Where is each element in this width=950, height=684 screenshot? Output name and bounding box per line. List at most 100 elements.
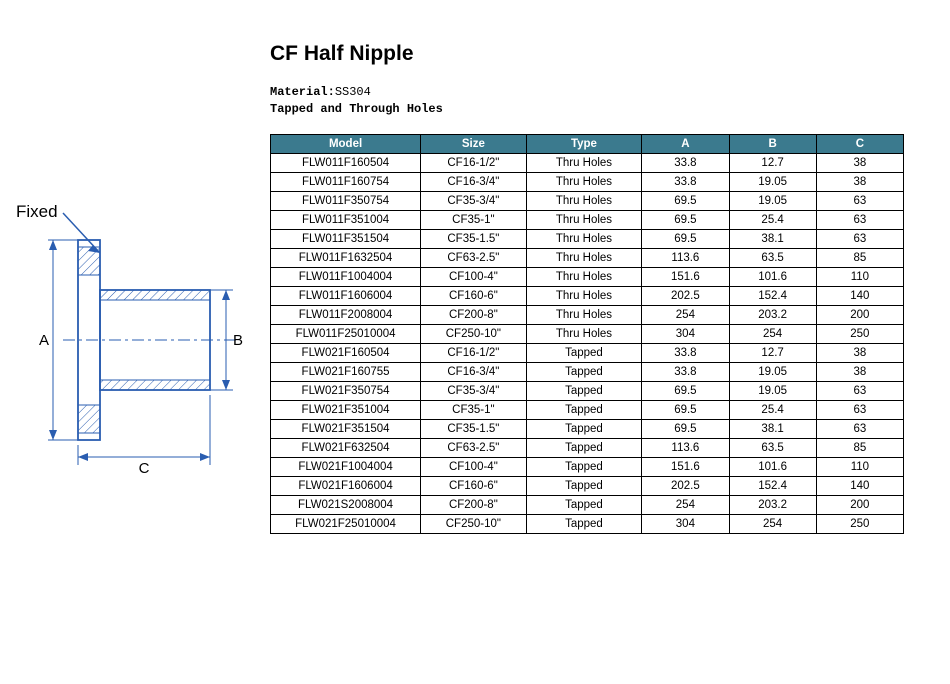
table-cell: Thru Holes — [526, 229, 642, 248]
table-cell: 110 — [816, 267, 903, 286]
dim-a-label: A — [39, 332, 49, 349]
table-cell: CF100-4" — [421, 267, 527, 286]
table-cell: CF63-2.5" — [421, 248, 527, 267]
table-cell: Thru Holes — [526, 191, 642, 210]
table-cell: Thru Holes — [526, 153, 642, 172]
table-row: FLW011F2008004CF200-8"Thru Holes254203.2… — [271, 305, 904, 324]
table-cell: 63 — [816, 400, 903, 419]
table-cell: Thru Holes — [526, 248, 642, 267]
table-cell: FLW021F351504 — [271, 419, 421, 438]
table-row: FLW011F1004004CF100-4"Thru Holes151.6101… — [271, 267, 904, 286]
table-cell: FLW021F160755 — [271, 362, 421, 381]
table-cell: 254 — [729, 514, 816, 533]
table-cell: 33.8 — [642, 153, 729, 172]
table-row: FLW021F160504CF16-1/2"Tapped33.812.738 — [271, 343, 904, 362]
table-cell: Tapped — [526, 438, 642, 457]
table-cell: FLW011F160754 — [271, 172, 421, 191]
table-row: FLW021F350754CF35-3/4"Tapped69.519.0563 — [271, 381, 904, 400]
col-header-b: B — [729, 134, 816, 153]
table-cell: 63 — [816, 419, 903, 438]
table-cell: 69.5 — [642, 191, 729, 210]
table-cell: 203.2 — [729, 305, 816, 324]
dim-b-label: B — [233, 332, 243, 349]
table-row: FLW021F1004004CF100-4"Tapped151.6101.611… — [271, 457, 904, 476]
table-cell: 202.5 — [642, 286, 729, 305]
table-cell: FLW011F1004004 — [271, 267, 421, 286]
page-title: CF Half Nipple — [270, 42, 910, 66]
col-header-a: A — [642, 134, 729, 153]
table-cell: 200 — [816, 305, 903, 324]
table-cell: Thru Holes — [526, 324, 642, 343]
table-row: FLW021F351004CF35-1"Tapped69.525.463 — [271, 400, 904, 419]
table-cell: 140 — [816, 286, 903, 305]
table-row: FLW011F25010004CF250-10"Thru Holes304254… — [271, 324, 904, 343]
table-row: FLW021F351504CF35-1.5"Tapped69.538.163 — [271, 419, 904, 438]
subtitle-line: Tapped and Through Holes — [270, 101, 910, 118]
table-cell: FLW011F1606004 — [271, 286, 421, 305]
table-cell: 152.4 — [729, 286, 816, 305]
table-row: FLW021F632504CF63-2.5"Tapped113.663.585 — [271, 438, 904, 457]
table-cell: 63 — [816, 210, 903, 229]
table-cell: 113.6 — [642, 438, 729, 457]
table-cell: 151.6 — [642, 457, 729, 476]
table-cell: 85 — [816, 248, 903, 267]
table-row: FLW021F160755CF16-3/4"Tapped33.819.0538 — [271, 362, 904, 381]
table-cell: Thru Holes — [526, 286, 642, 305]
table-cell: 33.8 — [642, 362, 729, 381]
table-cell: 110 — [816, 457, 903, 476]
table-cell: Thru Holes — [526, 305, 642, 324]
table-cell: 38 — [816, 362, 903, 381]
table-cell: FLW011F2008004 — [271, 305, 421, 324]
table-cell: 250 — [816, 514, 903, 533]
material-line: Material:SS304 — [270, 84, 910, 101]
table-cell: 203.2 — [729, 495, 816, 514]
table-cell: 12.7 — [729, 343, 816, 362]
table-cell: FLW011F1632504 — [271, 248, 421, 267]
table-cell: CF250-10" — [421, 324, 527, 343]
table-header-row: Model Size Type A B C — [271, 134, 904, 153]
table-cell: 254 — [642, 305, 729, 324]
fixed-label: Fixed — [16, 202, 58, 221]
table-cell: 12.7 — [729, 153, 816, 172]
table-cell: 69.5 — [642, 381, 729, 400]
table-cell: FLW021F1606004 — [271, 476, 421, 495]
table-cell: CF160-6" — [421, 476, 527, 495]
table-cell: CF160-6" — [421, 286, 527, 305]
table-cell: CF16-1/2" — [421, 343, 527, 362]
table-cell: FLW021F632504 — [271, 438, 421, 457]
table-cell: 25.4 — [729, 400, 816, 419]
table-cell: 38.1 — [729, 229, 816, 248]
table-row: FLW011F1632504CF63-2.5"Thru Holes113.663… — [271, 248, 904, 267]
table-cell: 38 — [816, 153, 903, 172]
table-cell: CF35-3/4" — [421, 191, 527, 210]
table-cell: Tapped — [526, 343, 642, 362]
table-cell: 63 — [816, 229, 903, 248]
table-cell: CF63-2.5" — [421, 438, 527, 457]
table-row: FLW021F1606004CF160-6"Tapped202.5152.414… — [271, 476, 904, 495]
table-row: FLW011F1606004CF160-6"Thru Holes202.5152… — [271, 286, 904, 305]
table-cell: FLW021F160504 — [271, 343, 421, 362]
part-diagram: Fixed A B C — [8, 195, 258, 475]
table-cell: 250 — [816, 324, 903, 343]
table-cell: FLW011F160504 — [271, 153, 421, 172]
table-cell: CF35-1" — [421, 400, 527, 419]
dim-c-label: C — [139, 460, 150, 475]
table-cell: 19.05 — [729, 191, 816, 210]
table-cell: FLW011F351504 — [271, 229, 421, 248]
table-cell: Tapped — [526, 457, 642, 476]
table-cell: 25.4 — [729, 210, 816, 229]
table-row: FLW011F160504CF16-1/2"Thru Holes33.812.7… — [271, 153, 904, 172]
table-row: FLW021S2008004CF200-8"Tapped254203.2200 — [271, 495, 904, 514]
table-cell: CF200-8" — [421, 305, 527, 324]
table-cell: CF16-3/4" — [421, 172, 527, 191]
table-cell: Tapped — [526, 514, 642, 533]
table-cell: 152.4 — [729, 476, 816, 495]
table-cell: Thru Holes — [526, 210, 642, 229]
table-cell: Tapped — [526, 381, 642, 400]
table-cell: 63 — [816, 381, 903, 400]
table-cell: FLW011F25010004 — [271, 324, 421, 343]
table-cell: CF35-3/4" — [421, 381, 527, 400]
table-cell: 19.05 — [729, 381, 816, 400]
table-cell: Thru Holes — [526, 172, 642, 191]
table-cell: CF35-1" — [421, 210, 527, 229]
